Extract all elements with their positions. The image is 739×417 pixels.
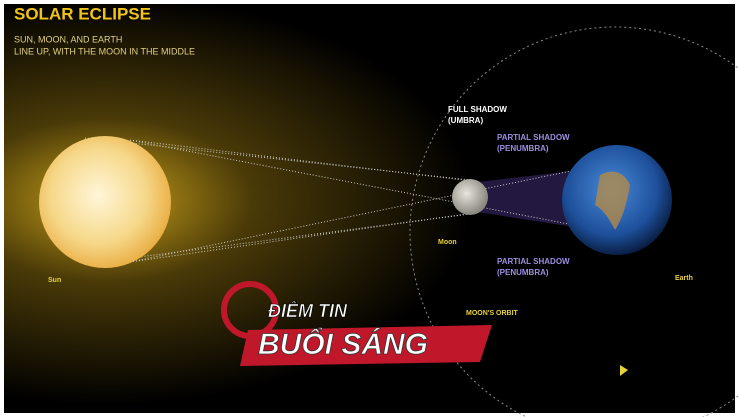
umbra-label: (UMBRA) (448, 116, 483, 125)
logo-text: BUỔI SÁNG (258, 327, 428, 361)
sun-label: Sun (48, 277, 61, 284)
subtitle: LINE UP, WITH THE MOON IN THE MIDDLE (14, 46, 195, 56)
orbit-label: MOON'S ORBIT (466, 310, 519, 317)
logo-text: ĐIỂM TIN (268, 300, 348, 321)
title: SOLAR ECLIPSE (14, 4, 151, 23)
moon-label: Moon (438, 239, 457, 246)
diagram: SOLAR ECLIPSE SUN, MOON, AND EARTH LINE … (0, 0, 739, 417)
moon (452, 179, 488, 215)
earth-label: Earth (675, 275, 693, 282)
penumbra-label: (PENUMBRA) (497, 144, 549, 153)
page: {"header": {"title": "SOLAR ECLIPSE", "s… (0, 0, 739, 417)
penumbra-label: PARTIAL SHADOW (497, 257, 570, 266)
subtitle: SUN, MOON, AND EARTH (14, 34, 122, 44)
sun (39, 136, 171, 268)
penumbra-label: PARTIAL SHADOW (497, 133, 570, 142)
umbra-label: FULL SHADOW (448, 105, 507, 114)
penumbra-label: (PENUMBRA) (497, 268, 549, 277)
